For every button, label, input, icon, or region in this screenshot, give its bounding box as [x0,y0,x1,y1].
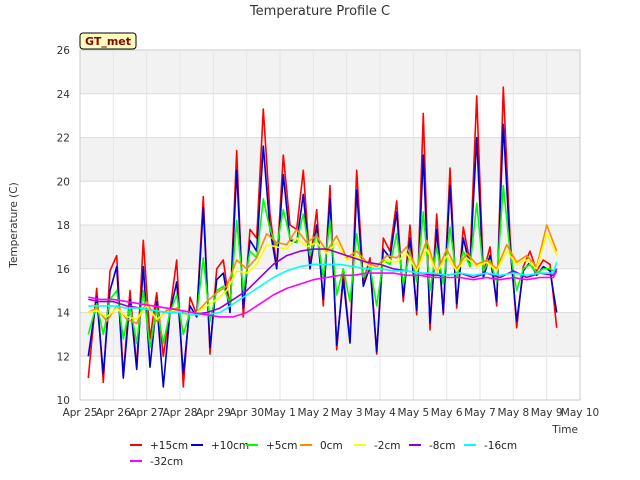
y-tick-label: 12 [57,351,70,363]
x-tick-label: May 1 [264,407,296,419]
legend-label: 0cm [320,440,343,452]
x-tick-label: May 8 [497,407,529,419]
series-line-32cm [88,270,558,318]
plot-band [80,137,580,182]
x-tick-label: Apr 30 [229,407,264,419]
y-tick-label: 10 [57,395,70,407]
legend-label: -32cm [150,456,183,468]
legend-item: +5cm [246,440,297,452]
legend-item: -8cm [409,440,455,452]
x-tick-label: May 5 [397,407,429,419]
x-tick-label: May 7 [464,407,496,419]
x-tick-label: Apr 29 [196,407,231,419]
x-tick-label: May 2 [297,407,329,419]
series-line-2cm [88,232,558,320]
legend-item: 0cm [300,440,343,452]
legend-label: -2cm [374,440,400,452]
legend-label: +15cm [150,440,188,452]
legend-item: -2cm [354,440,400,452]
series-line-10cm [87,123,558,388]
series-lines [87,86,558,388]
legend-item: -16cm [464,440,517,452]
plot-band [80,93,580,138]
x-axis-label: Time [551,424,578,436]
legend-item: +10cm [191,440,249,452]
x-tick-label: May 3 [331,407,363,419]
y-tick-label: 26 [57,45,71,57]
x-tick-label: Apr 25 [63,407,98,419]
y-tick-label: 24 [57,89,71,101]
y-tick-label: 18 [57,220,70,232]
legend-item: +15cm [130,440,188,452]
y-tick-label: 22 [57,133,70,145]
station-badge-label: GT_met [85,35,131,48]
plot-frame [79,49,581,401]
x-tick-label: Apr 26 [96,407,131,419]
station-badge: GT_met [79,32,137,50]
x-tick-label: Apr 28 [163,407,198,419]
x-tick-label: May 9 [531,407,563,419]
series-line-16cm [88,261,558,316]
plot-band [80,50,580,94]
y-tick-label: 16 [57,264,71,276]
legend-label: +5cm [266,440,297,452]
y-tick-labels: 10 12 14 16 18 20 22 24 26 [57,45,71,407]
legend-label: -16cm [484,440,517,452]
plot-band [80,356,580,400]
chart-title: Temperature Profile C [249,4,390,19]
x-tick-label: May 4 [364,407,396,419]
legend-item: -32cm [130,456,183,468]
x-tick-label: May 6 [431,407,463,419]
y-axis-label: Temperature (C) [8,182,20,268]
x-tick-label: May 10 [561,407,599,419]
legend: +15cm +10cm +5cm 0cm -2cm -8cm -16cm -32cm [130,440,517,468]
x-tick-label: Apr 27 [129,407,164,419]
y-tick-label: 20 [57,176,70,188]
legend-label: +10cm [211,440,249,452]
y-tick-label: 14 [57,308,71,320]
legend-label: -8cm [429,440,455,452]
